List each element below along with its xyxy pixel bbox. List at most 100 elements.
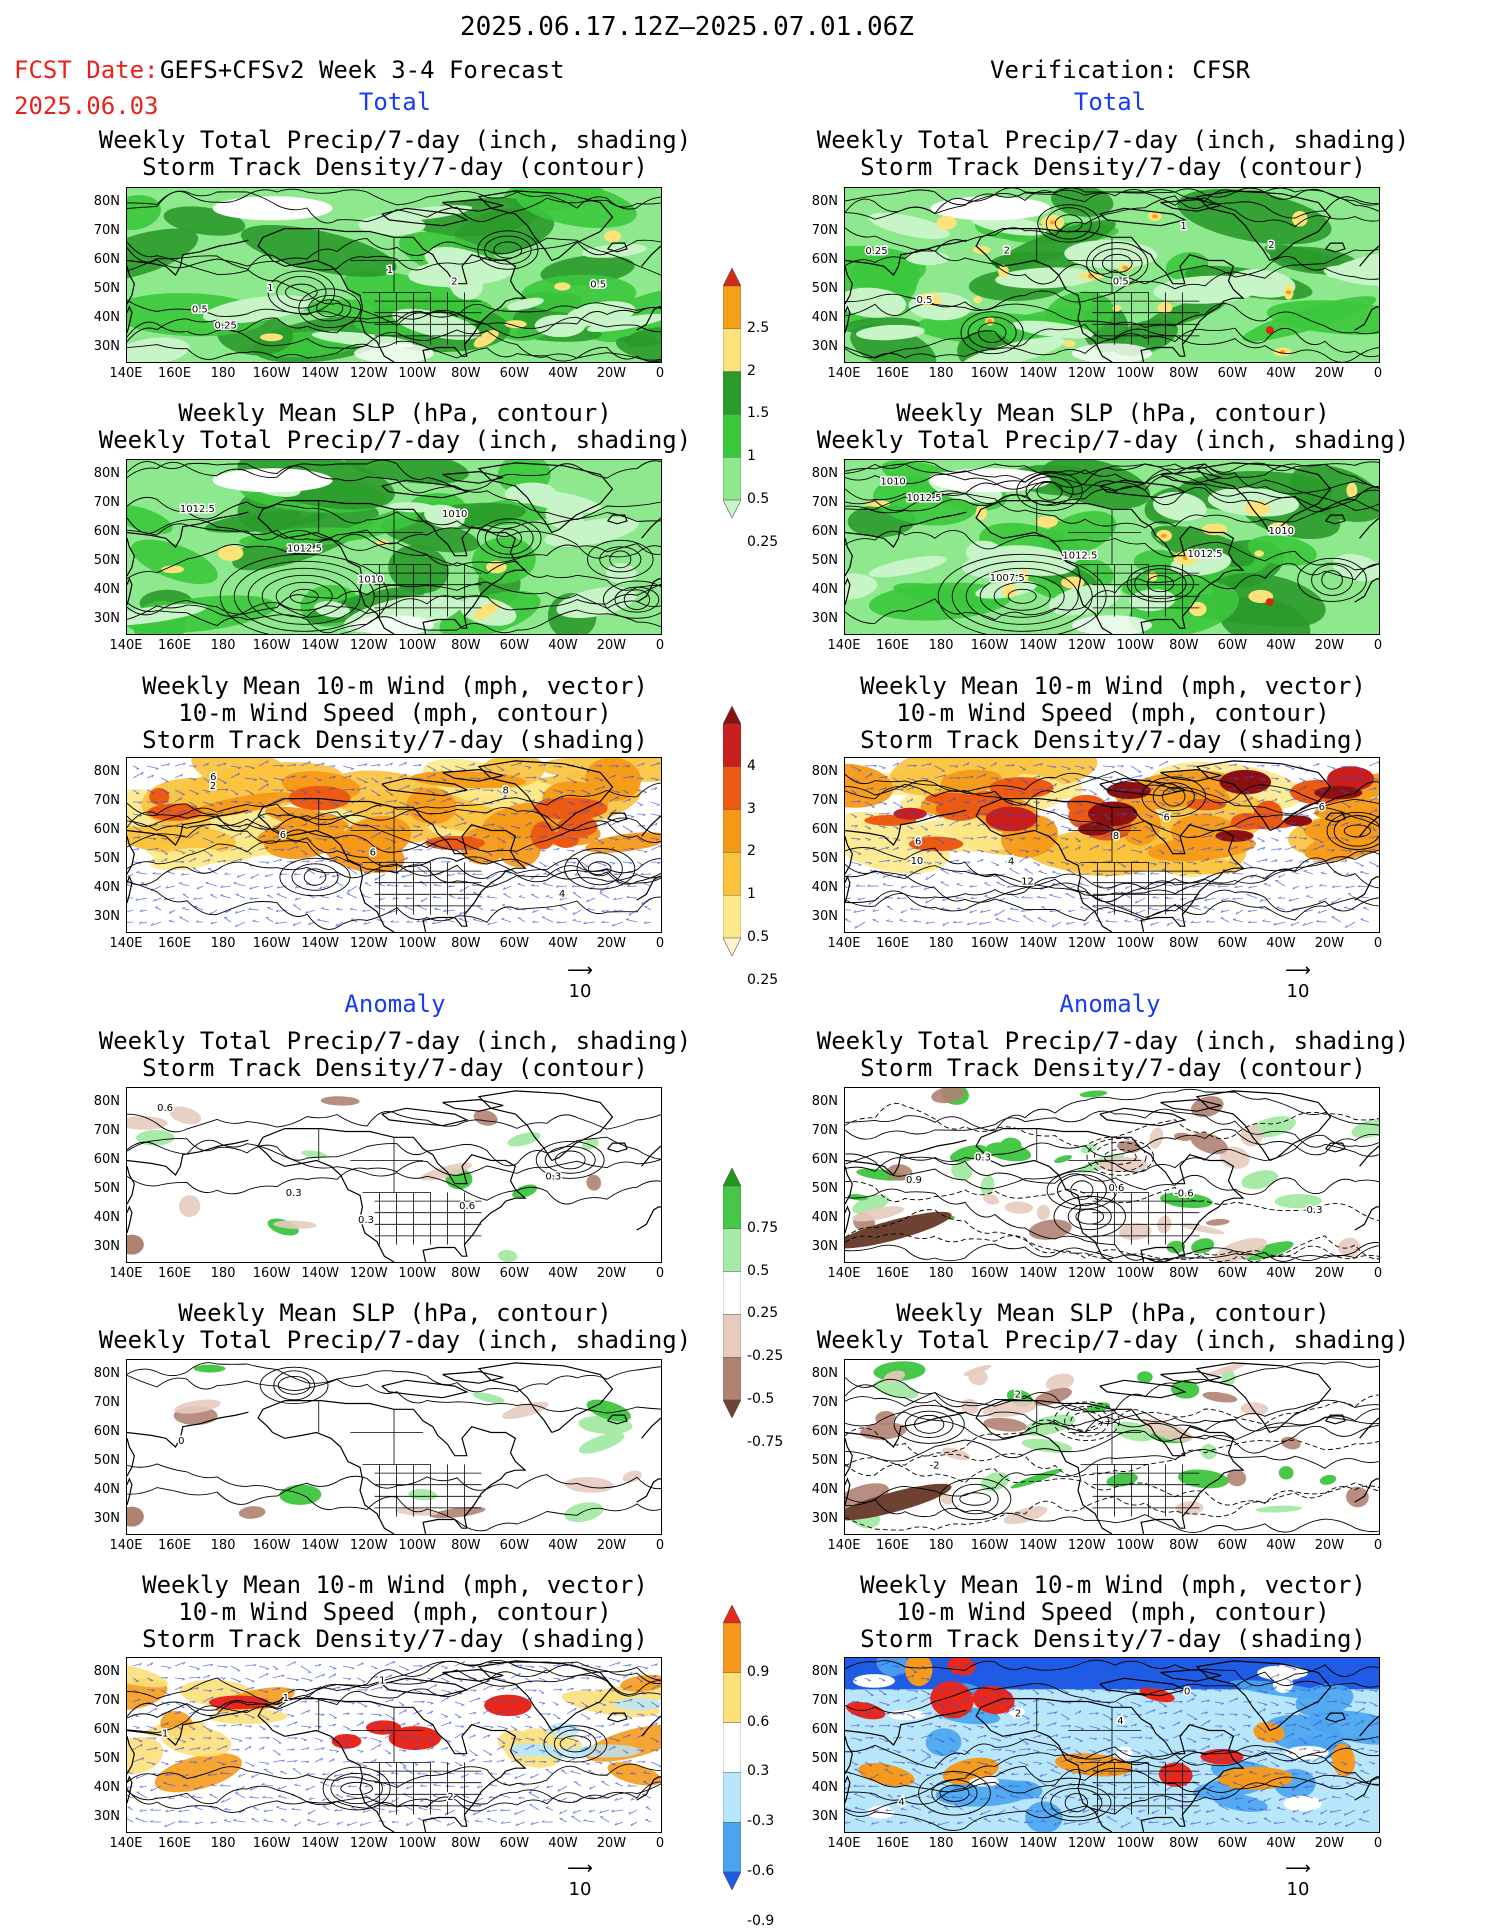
lat-tick-label: 80N [804, 764, 838, 779]
lat-tick-label: 80N [86, 764, 120, 779]
contour-label: 0.25 [865, 246, 887, 257]
lon-tick-label: 120W [350, 1836, 388, 1851]
lon-tick-label: 160W [253, 1836, 291, 1851]
colorbar-tick-label: 0.5 [747, 1263, 769, 1279]
lon-tick-label: 60W [1218, 1538, 1247, 1553]
contour-label: -0.3 [1303, 1205, 1323, 1216]
lon-tick-label: 180 [211, 366, 236, 381]
ref-vector-label: 10 [1278, 1879, 1318, 1900]
lon-tick-label: 120W [350, 1266, 388, 1281]
lat-tick-label: 60N [804, 252, 838, 267]
lat-tick-label: 70N [804, 1123, 838, 1138]
colorbar-tick-label: 1 [747, 448, 756, 464]
lon-tick-label: 60W [1218, 638, 1247, 653]
colorbar-tick-label: 2 [747, 843, 756, 859]
lon-tick-label: 20W [597, 638, 626, 653]
lat-tick-label: 60N [86, 252, 120, 267]
lon-tick-label: 180 [211, 1836, 236, 1851]
contour-label: 6 [370, 848, 376, 859]
lon-tick-label: 40W [548, 1266, 577, 1281]
lon-tick-label: 80W [1169, 1538, 1198, 1553]
lon-tick-label: 160E [158, 638, 191, 653]
lon-tick-label: 80W [451, 366, 480, 381]
lat-tick-label: 40N [804, 310, 838, 325]
contour-label: 0.3 [358, 1215, 374, 1226]
lon-tick-label: 180 [929, 638, 954, 653]
contour-label: 1010 [1268, 526, 1293, 537]
lon-tick-label: 100W [398, 638, 436, 653]
lon-tick-label: 0 [1374, 936, 1382, 951]
lat-tick-label: 80N [804, 194, 838, 209]
lon-tick-label: 140E [827, 1538, 860, 1553]
lon-tick-label: 120W [1068, 366, 1106, 381]
lon-tick-label: 100W [1116, 1836, 1154, 1851]
lon-tick-label: 120W [1068, 936, 1106, 951]
colorbar-tick-label: 0.5 [747, 929, 769, 945]
lon-tick-label: 0 [656, 1538, 664, 1553]
lon-tick-label: 40W [1266, 638, 1295, 653]
lon-tick-label: 180 [211, 936, 236, 951]
title-fa-slp: Weekly Mean SLP (hPa, contour)Weekly Tot… [80, 1300, 710, 1354]
colorbar-precip-anomaly [723, 1168, 741, 1418]
map-canvas: 0.90.30.6-0.6-0.3 [845, 1088, 1379, 1262]
ref-vector-fa: ⟶10 [560, 1858, 600, 1900]
lon-tick-label: 160E [158, 1266, 191, 1281]
lon-tick-label: 120W [1068, 1836, 1106, 1851]
lat-tick-label: 70N [804, 223, 838, 238]
lon-tick-label: 80W [451, 936, 480, 951]
lon-tick-label: 180 [929, 1836, 954, 1851]
contour-label: 0.25 [215, 320, 237, 331]
title-ft-slp: Weekly Mean SLP (hPa, contour)Weekly Tot… [80, 400, 710, 454]
lon-tick-label: 140E [109, 1266, 142, 1281]
lon-tick-label: 60W [500, 366, 529, 381]
lat-tick-label: 30N [804, 909, 838, 924]
lon-tick-label: 140W [301, 936, 339, 951]
lon-tick-label: 80W [1169, 936, 1198, 951]
colorbar-tick-label: -0.6 [747, 1863, 774, 1879]
section-anomaly-right: Anomaly [1040, 990, 1180, 1018]
lon-tick-label: 20W [597, 1836, 626, 1851]
lon-tick-label: 140E [827, 366, 860, 381]
lon-tick-label: 140W [1019, 1266, 1057, 1281]
colorbar-tick-label: 3 [747, 801, 756, 817]
lon-tick-label: 140E [109, 366, 142, 381]
contour-label: 4 [1008, 856, 1014, 867]
lat-tick-label: 50N [86, 1453, 120, 1468]
lon-tick-label: 160W [253, 366, 291, 381]
contour-label: 4 [559, 889, 565, 900]
colorbar-storm-total [723, 706, 741, 956]
lon-tick-label: 20W [1315, 366, 1344, 381]
lon-tick-label: 160E [876, 1538, 909, 1553]
contour-label: 1007.5 [990, 573, 1025, 584]
lat-tick-label: 60N [804, 1424, 838, 1439]
lon-tick-label: 20W [597, 366, 626, 381]
lat-tick-label: 30N [804, 339, 838, 354]
lat-tick-label: 80N [86, 194, 120, 209]
lon-tick-label: 160E [158, 366, 191, 381]
lon-tick-label: 160W [253, 936, 291, 951]
lat-tick-label: 80N [86, 1366, 120, 1381]
colorbar-canvas [723, 706, 741, 956]
lat-tick-label: 40N [804, 880, 838, 895]
ref-vector-label: 10 [1278, 981, 1318, 1002]
lon-tick-label: 120W [1068, 1266, 1106, 1281]
lon-tick-label: 40W [1266, 1836, 1295, 1851]
lon-tick-label: 140W [1019, 936, 1057, 951]
contour-label: 1012.5 [180, 504, 215, 515]
lon-tick-label: 180 [211, 1538, 236, 1553]
contour-label: 1012.5 [907, 493, 942, 504]
lat-tick-label: 70N [804, 793, 838, 808]
lat-tick-label: 50N [86, 1181, 120, 1196]
ref-vector-label: 10 [560, 1879, 600, 1900]
lon-tick-label: 160E [158, 936, 191, 951]
fcst-model-label: GEFS+CFSv2 Week 3-4 Forecast [160, 56, 565, 84]
lat-tick-label: 40N [804, 1210, 838, 1225]
